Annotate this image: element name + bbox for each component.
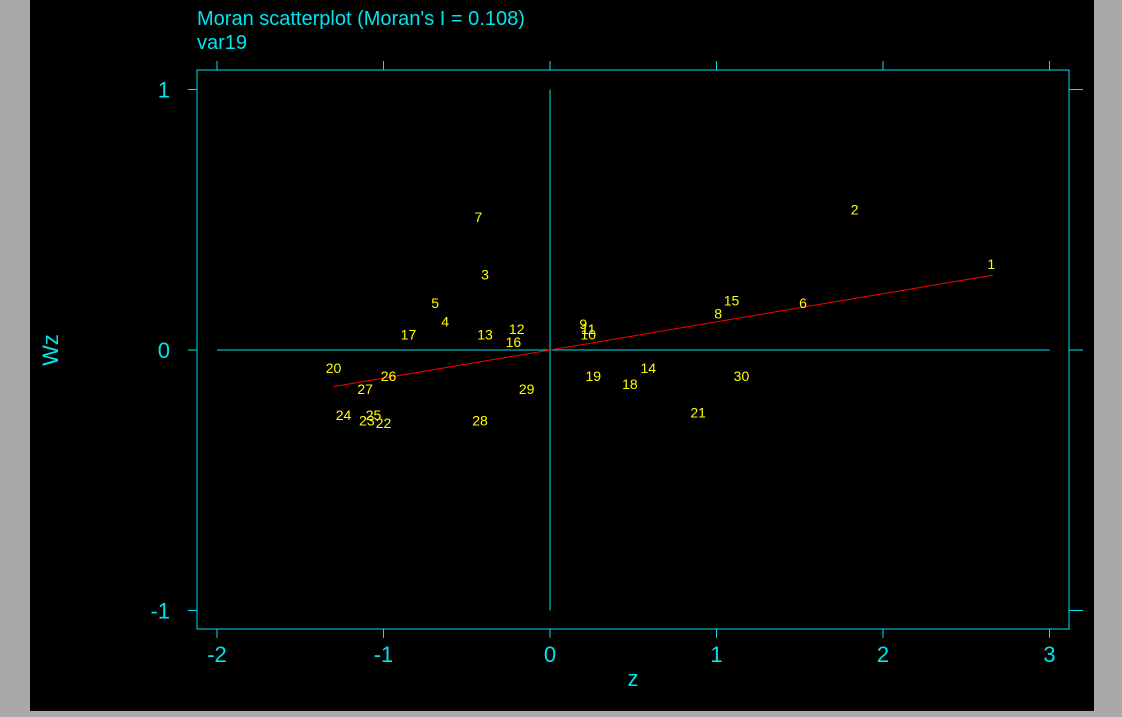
point-label: 21: [690, 405, 706, 421]
point-label: 9: [579, 316, 587, 332]
point-label: 18: [622, 376, 638, 392]
point-label: 25: [366, 407, 382, 423]
x-tick-label: -1: [374, 642, 394, 667]
point-label: 26: [381, 368, 397, 384]
point-label: 23: [359, 412, 375, 428]
x-axis-label: z: [628, 666, 639, 691]
point-label: 27: [357, 381, 373, 397]
point-label: 3: [481, 266, 489, 282]
point-label: 8: [714, 306, 722, 322]
chart-subtitle: var19: [197, 32, 247, 54]
point-label: 11: [581, 321, 596, 337]
point-label: 13: [477, 326, 493, 342]
plot-window: Moran scatterplot (Moran's I = 0.108) va…: [30, 0, 1094, 711]
regression-line: [333, 274, 993, 388]
moran-scatterplot: Moran scatterplot (Moran's I = 0.108) va…: [38, 8, 1083, 691]
point-label: 14: [640, 360, 656, 376]
point-label: 1: [987, 256, 995, 272]
point-label: 2: [851, 201, 859, 217]
point-label: 10: [581, 326, 597, 342]
point-label: 17: [401, 326, 417, 342]
y-tick-label: -1: [150, 599, 170, 624]
x-tick-label: 3: [1043, 642, 1055, 667]
y-axis-label: Wz: [38, 334, 63, 366]
point-label: 20: [326, 360, 342, 376]
chart-title: Moran scatterplot (Moran's I = 0.108): [197, 8, 525, 30]
point-label: 16: [506, 334, 522, 350]
point-label: 30: [734, 368, 750, 384]
point-label: 24: [336, 407, 352, 423]
point-label: 5: [431, 295, 439, 311]
point-label: 19: [586, 368, 602, 384]
point-label: 12: [509, 321, 525, 337]
point-label: 22: [376, 415, 392, 431]
point-label: 6: [799, 295, 807, 311]
point-label: 29: [519, 381, 535, 397]
point-label: 15: [724, 293, 740, 309]
point-label: 28: [472, 412, 488, 428]
point-label: 4: [441, 313, 449, 329]
y-tick-label: 0: [158, 338, 170, 363]
axes-layer: -2 -1 0 1 2 3-101: [150, 61, 1083, 667]
x-tick-label: 2: [877, 642, 889, 667]
x-tick-label: -2: [207, 642, 227, 667]
x-tick-label: 1: [710, 642, 722, 667]
y-tick-label: 1: [158, 78, 170, 103]
point-label: 7: [475, 209, 483, 225]
x-tick-label: 0: [544, 642, 556, 667]
